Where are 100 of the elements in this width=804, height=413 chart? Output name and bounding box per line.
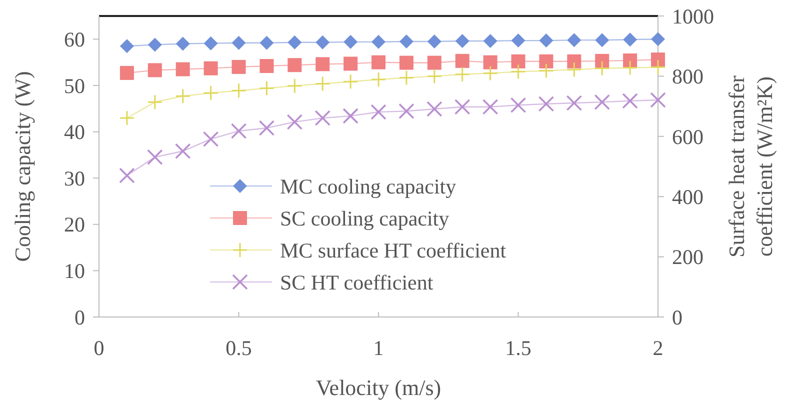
point	[147, 149, 163, 166]
point	[510, 64, 526, 80]
point	[651, 52, 665, 67]
point	[567, 33, 582, 48]
x-tick-label: 2	[652, 336, 664, 360]
legend-label: MC cooling capacity	[280, 174, 457, 198]
point	[483, 34, 498, 48]
point	[567, 54, 582, 68]
x-axis-title: Velocity (m/s)	[316, 375, 442, 400]
point	[260, 59, 274, 74]
point	[260, 36, 274, 50]
y2-tick-label: 800	[672, 64, 704, 89]
y2-tick-label: 200	[672, 245, 704, 270]
point	[511, 34, 526, 48]
point	[455, 54, 470, 68]
point	[539, 54, 554, 68]
point	[538, 63, 554, 79]
y-tick-label: 10	[64, 259, 85, 284]
point	[119, 110, 135, 126]
point	[426, 101, 442, 117]
point	[288, 58, 302, 72]
point	[399, 34, 414, 48]
point	[204, 36, 218, 50]
point	[510, 97, 526, 113]
point	[427, 34, 442, 48]
point	[566, 95, 582, 111]
point	[482, 99, 498, 115]
point	[623, 53, 638, 68]
point	[538, 96, 554, 112]
legend-label: SC cooling capacity	[280, 206, 450, 230]
y-axis-title: Cooling capacity (W)	[10, 71, 35, 262]
point	[175, 88, 191, 104]
point	[539, 34, 554, 48]
point	[148, 38, 162, 52]
point	[258, 80, 274, 96]
point	[483, 55, 498, 70]
point	[372, 55, 386, 70]
y2-tick-label: 600	[672, 124, 704, 149]
point	[176, 36, 190, 51]
point	[511, 54, 526, 68]
point	[622, 60, 638, 76]
y-tick-label: 60	[64, 28, 85, 52]
point	[314, 76, 330, 92]
y2-tick-label: 1000	[672, 4, 714, 28]
point	[370, 104, 386, 120]
point	[651, 32, 665, 46]
point	[174, 143, 191, 160]
point	[231, 82, 246, 98]
x-tick-label: 0.5	[226, 336, 252, 360]
point	[650, 92, 666, 108]
x-tick-label: 1.5	[505, 336, 532, 360]
point	[398, 103, 414, 120]
y-tick-label: 30	[64, 166, 85, 190]
point	[119, 168, 135, 184]
point	[482, 65, 498, 81]
y2-tick-label: 400	[672, 184, 704, 209]
point	[316, 57, 330, 72]
point	[398, 70, 414, 86]
point	[344, 34, 358, 49]
point	[316, 35, 330, 50]
point	[595, 33, 610, 48]
point	[594, 60, 610, 76]
point	[176, 62, 190, 76]
point	[650, 59, 666, 75]
x-tick-label: 0	[94, 336, 104, 360]
y2-tick-label: 0	[672, 305, 682, 330]
point	[314, 110, 330, 126]
y-tick-label: 50	[64, 74, 85, 98]
y2-axis-title: Surface heat transfer coefficient (W/m²K)	[724, 74, 777, 258]
point	[232, 36, 246, 50]
point	[204, 61, 218, 76]
y-tick-label: 40	[64, 120, 85, 144]
y-tick-label: 20	[64, 212, 85, 237]
point	[203, 85, 219, 101]
point	[120, 39, 134, 54]
point	[454, 66, 470, 82]
point	[148, 63, 162, 78]
point	[258, 120, 275, 136]
point	[427, 56, 442, 70]
x-tick-label: 1	[373, 336, 384, 360]
point	[202, 131, 219, 148]
legend-label: SC HT coefficient	[280, 270, 434, 294]
y-tick-label: 0	[74, 305, 85, 330]
point	[147, 94, 163, 110]
point	[454, 99, 470, 115]
point	[399, 56, 414, 70]
point	[344, 56, 358, 71]
point	[595, 54, 610, 68]
point	[370, 72, 386, 88]
point	[566, 62, 582, 78]
point	[426, 68, 442, 84]
point	[594, 94, 610, 110]
point	[232, 60, 246, 74]
point	[455, 34, 470, 48]
point	[120, 66, 134, 80]
point	[342, 108, 358, 124]
point	[372, 34, 386, 49]
point	[342, 74, 358, 90]
point	[622, 92, 638, 109]
point	[286, 114, 303, 130]
